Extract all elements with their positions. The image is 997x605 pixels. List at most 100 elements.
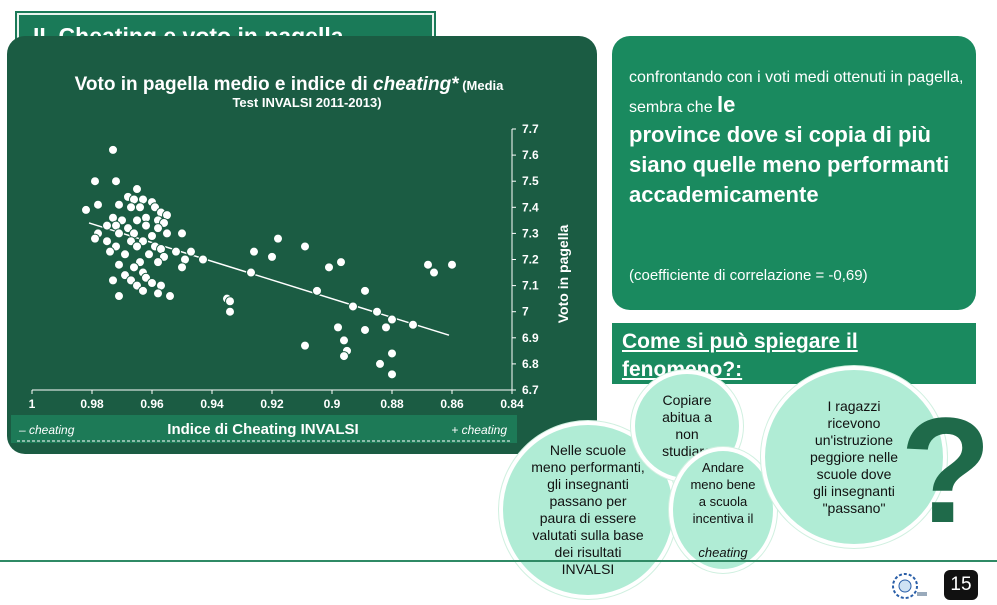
bubble-instruction-text: I ragazzi ricevono un'istruzione peggior… (810, 397, 898, 516)
bubble-habit-text: Copiare abitua a non studiare (662, 392, 712, 459)
scatter-point (108, 275, 118, 286)
scatter-point (114, 199, 124, 210)
chart-panel: Voto in pagella medio e indice di cheati… (7, 36, 597, 454)
scatter-point (147, 277, 157, 288)
scatter-point (147, 231, 157, 242)
scatter-point (300, 241, 310, 252)
scatter-point (129, 262, 139, 273)
scatter-point (381, 322, 391, 333)
x-tick-label: 0.88 (380, 397, 404, 411)
y-tick-label: 7 (522, 305, 529, 319)
scatter-point (186, 246, 196, 257)
scatter-point (273, 233, 283, 244)
scatter-point (141, 220, 151, 231)
conclusion-text: confrontando con i voti medi ottenuti in… (629, 66, 964, 210)
footer-divider (0, 560, 997, 562)
bubble-incentive-text: Andare meno bene a scuola incentiva il ch… (690, 460, 756, 560)
scatter-point (249, 246, 259, 257)
y-tick-label: 7.3 (522, 226, 539, 240)
scatter-point (108, 144, 118, 155)
y-tick-label: 7.6 (522, 148, 539, 162)
scatter-point (162, 228, 172, 239)
scatter-point (339, 335, 349, 346)
scatter-point (114, 291, 124, 302)
scatter-point (114, 228, 124, 239)
conclusion-intro: confrontando con i voti medi ottenuti in… (629, 69, 964, 116)
scatter-point (144, 249, 154, 260)
x-tick-label: 1 (29, 397, 36, 411)
conclusion-box: confrontando con i voti medi ottenuti in… (612, 36, 976, 310)
scatter-point (324, 262, 334, 273)
scatter-point (267, 251, 277, 262)
x-axis-band (11, 415, 517, 443)
chart-title-line2: Test INVALSI 2011-2013) (232, 95, 381, 110)
scatter-point (102, 236, 112, 247)
scatter-point (360, 285, 370, 296)
scatter-point (348, 301, 358, 312)
institution-logo-icon (892, 573, 927, 599)
x-left-note: – cheating (18, 423, 75, 437)
page-number: 15 (944, 570, 978, 600)
scatter-point (372, 306, 382, 317)
y-tick-label: 6.9 (522, 331, 539, 345)
scatter-point (225, 296, 235, 307)
scatter-point (153, 223, 163, 234)
question-mark-icon: ? (900, 386, 992, 554)
scatter-point (93, 199, 103, 210)
scatter-point (246, 267, 256, 278)
scatter-point (105, 246, 115, 257)
scatter-point (111, 176, 121, 187)
scatter-point (165, 291, 175, 302)
scatter-point (90, 233, 100, 244)
x-tick-label: 0.96 (140, 397, 164, 411)
scatter-point (138, 285, 148, 296)
scatter-point (387, 369, 397, 380)
scatter-point (153, 288, 163, 299)
scatter-point (132, 184, 142, 195)
scatter-point (375, 358, 385, 369)
chart-title-line1: Voto in pagella medio e indice di cheati… (75, 74, 505, 95)
scatter-point (135, 202, 145, 213)
y-axis-label: Voto in pagella (555, 225, 571, 324)
x-axis-label: Indice di Cheating INVALSI (167, 421, 358, 438)
scatter-point (423, 259, 433, 270)
scatter-point (153, 257, 163, 268)
y-tick-label: 6.8 (522, 357, 539, 371)
y-tick-label: 7.4 (522, 200, 539, 214)
bubble-incentive: Andare meno bene a scuola incentiva il ch… (669, 447, 777, 573)
bubble-instruction: I ragazzi ricevono un'istruzione peggior… (761, 366, 947, 548)
scatter-point (177, 262, 187, 273)
bubble-teachers-text: Nelle scuole meno performanti, gli inseg… (531, 442, 645, 577)
conclusion-emphasis: province dove si copia di più siano quel… (629, 122, 950, 207)
y-tick-label: 6.7 (522, 383, 539, 397)
scatter-point (177, 228, 187, 239)
scatter-point (360, 324, 370, 335)
scatter-point (429, 267, 439, 278)
scatter-point (120, 249, 130, 260)
x-tick-label: 0.84 (500, 397, 524, 411)
y-tick-label: 7.7 (522, 122, 539, 136)
scatter-point (171, 246, 181, 257)
correlation-coefficient: (coefficiente di correlazione = -0,69) (629, 267, 868, 284)
scatter-point (102, 220, 112, 231)
data-points (81, 144, 457, 380)
x-tick-label: 0.9 (324, 397, 341, 411)
scatter-point (387, 314, 397, 325)
scatter-point (126, 202, 136, 213)
scatter-point (339, 351, 349, 362)
scatter-point (312, 285, 322, 296)
question-box: Come si può spiegare il fenomeno?: (612, 323, 976, 384)
scatter-point (333, 322, 343, 333)
y-tick-label: 7.2 (522, 253, 539, 267)
chart-axes: 1 0.98 0.96 0.94 0.92 0.9 0.88 0.86 0.846.7 6.8 6.… (29, 122, 539, 411)
y-tick-label: 7.1 (522, 279, 539, 293)
scatter-point (198, 254, 208, 265)
scatter-point (90, 176, 100, 187)
scatter-point (408, 319, 418, 330)
bubble-teachers: Nelle scuole meno performanti, gli inseg… (499, 421, 677, 599)
scatter-chart: Voto in pagella medio e indice di cheati… (11, 74, 571, 443)
x-right-note: + cheating (451, 423, 507, 437)
x-tick-label: 0.98 (80, 397, 104, 411)
y-tick-label: 7.5 (522, 174, 539, 188)
scatter-point (447, 259, 457, 270)
